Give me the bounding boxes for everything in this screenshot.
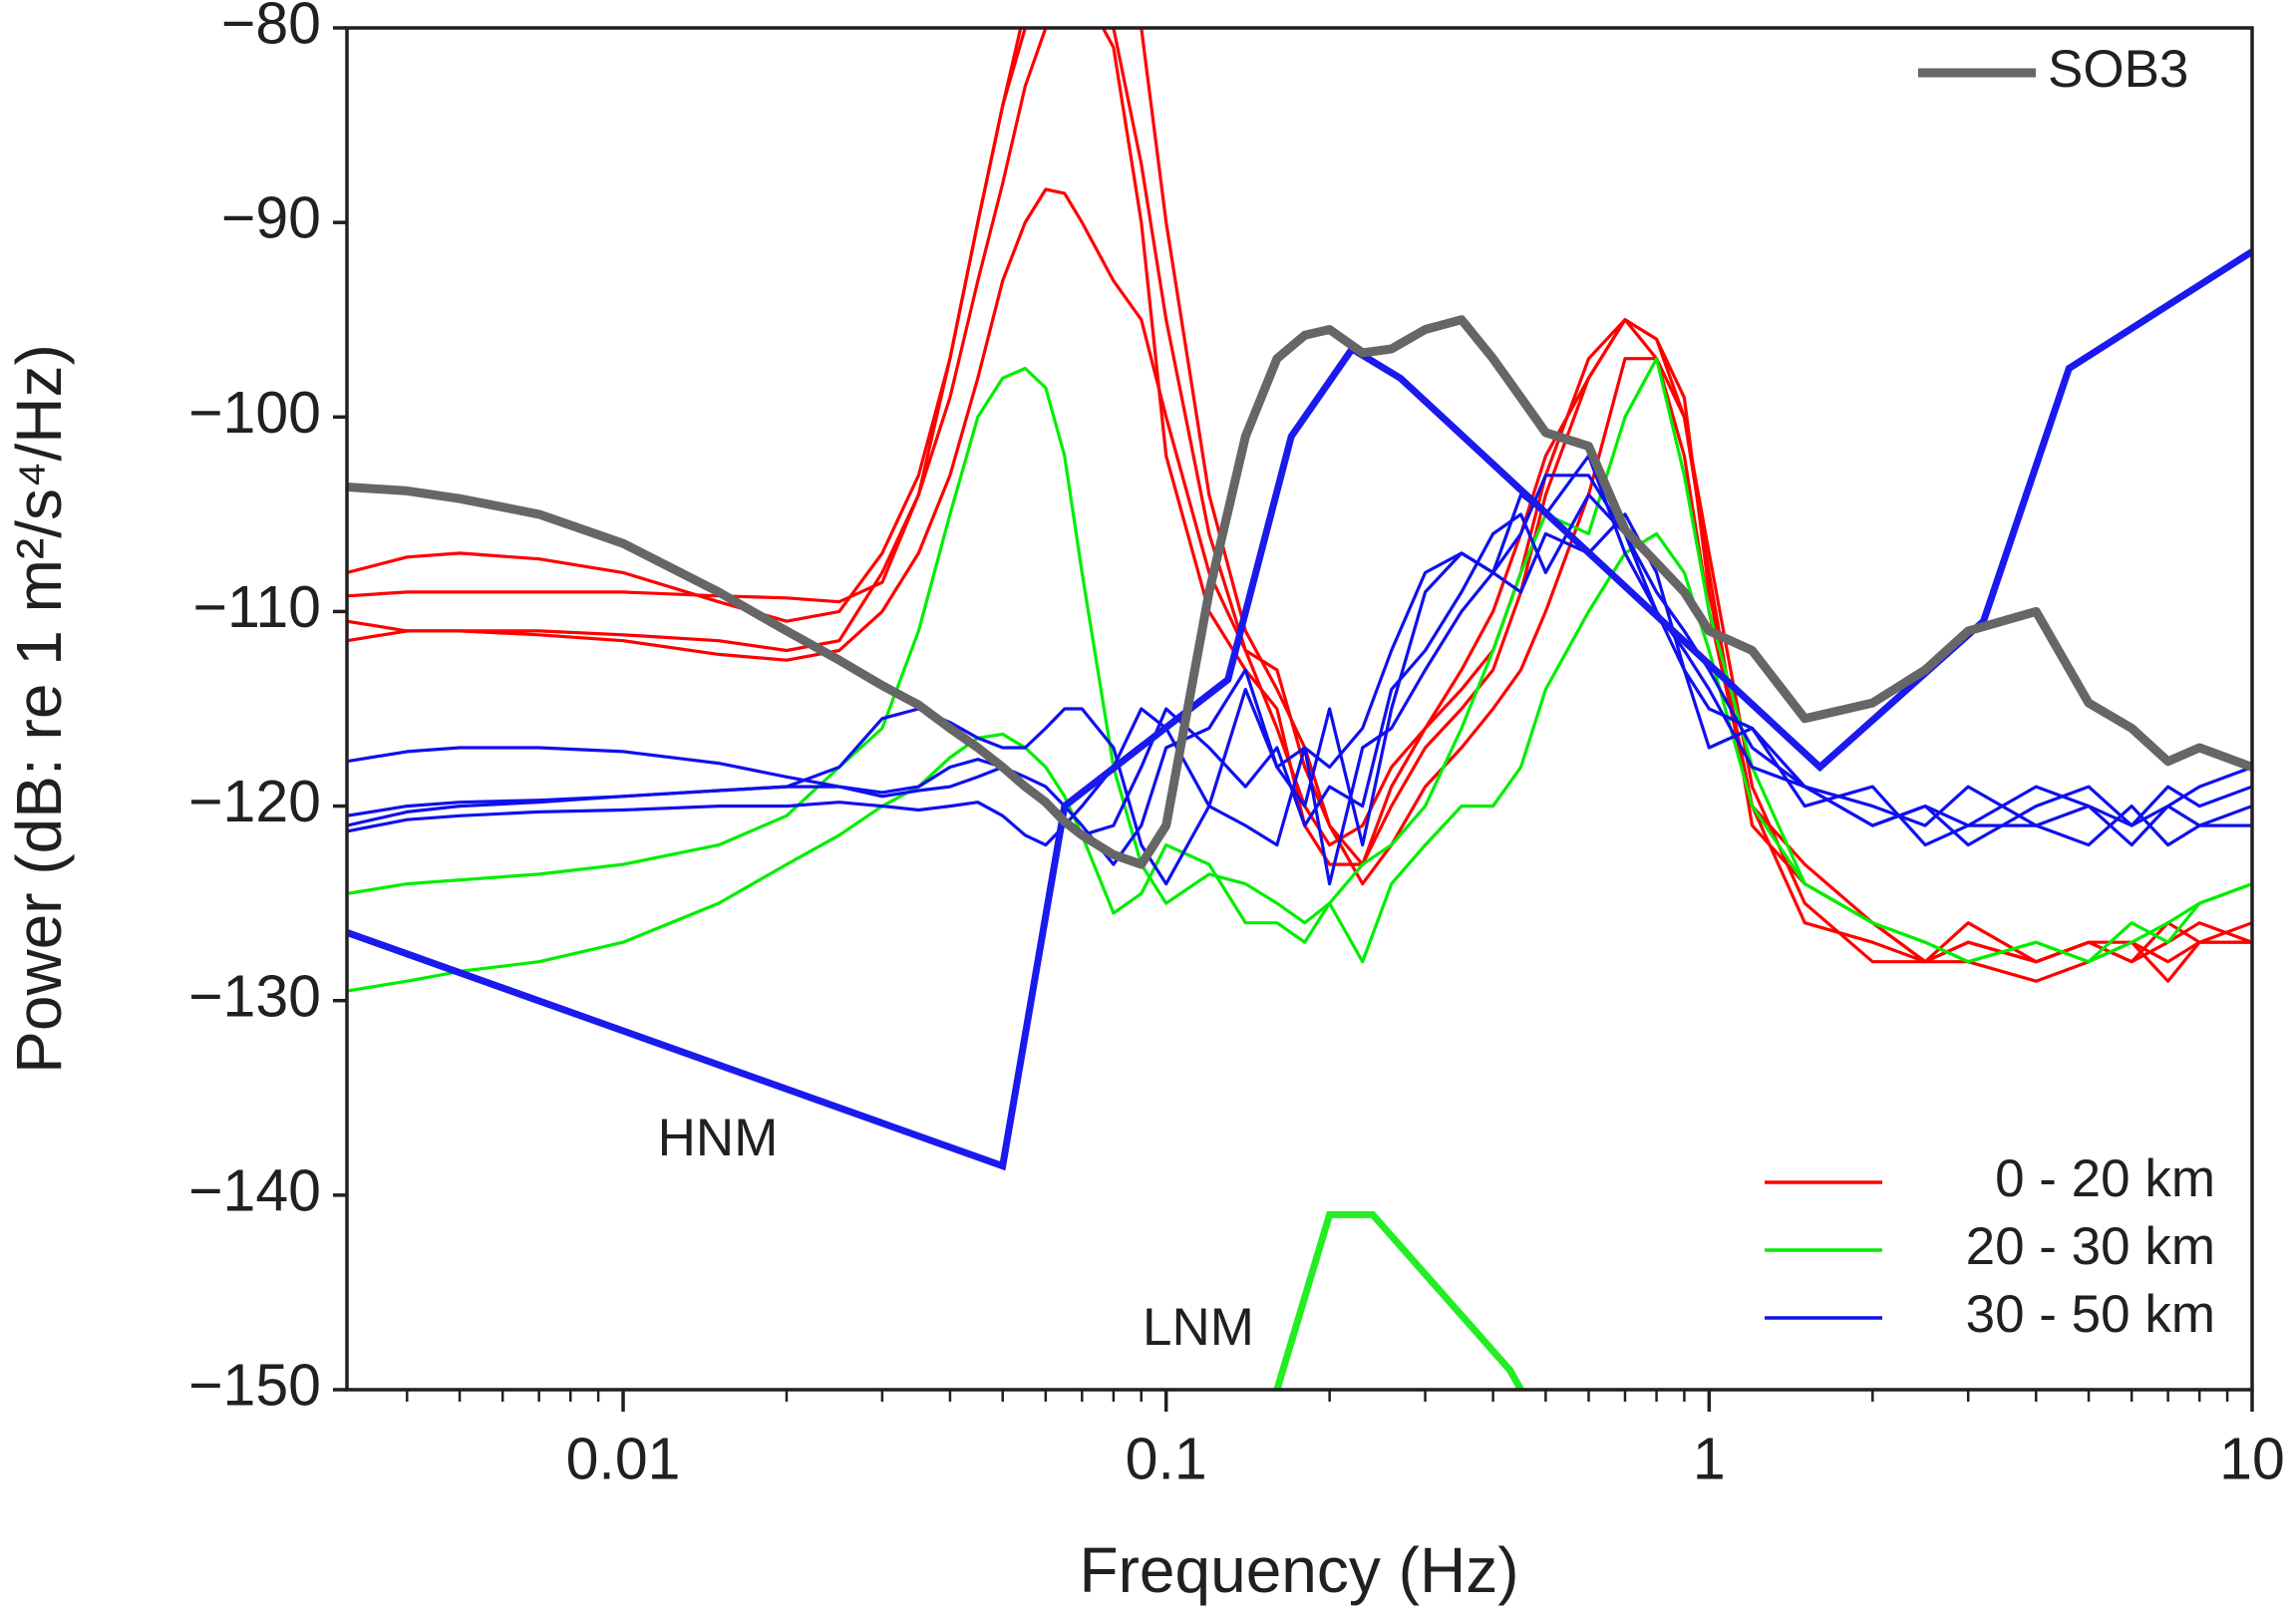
y-tick-label: −130 — [188, 963, 321, 1029]
reference-label: LNM — [1143, 1298, 1254, 1357]
reference-line — [1273, 1210, 1524, 1390]
data-line — [347, 454, 2252, 886]
legend-label: 30 - 50 km — [1966, 1285, 2215, 1344]
plot-frame — [345, 26, 2254, 1392]
legend-label: 0 - 20 km — [1995, 1149, 2215, 1208]
data-line — [347, 187, 2252, 983]
data-line — [347, 357, 2252, 964]
data-line — [347, 531, 2252, 993]
y-axis-title: Power (dB: re 1 m²/s⁴/Hz) — [3, 344, 75, 1074]
data-line — [347, 28, 2252, 964]
data-line — [347, 28, 2252, 964]
reference-line — [347, 248, 2252, 1171]
legend-label: 20 - 30 km — [1966, 1217, 2215, 1276]
y-tick-label: −100 — [188, 380, 321, 446]
data-line — [347, 512, 2252, 886]
x-tick-label: 10 — [2219, 1427, 2285, 1492]
x-tick-label: 1 — [1693, 1427, 1726, 1492]
legend-label: SOB3 — [2048, 40, 2188, 99]
x-tick-label: 0.1 — [1126, 1427, 1207, 1492]
y-tick-label: −110 — [192, 574, 321, 640]
x-axis-title: Frequency (Hz) — [1080, 1534, 1519, 1606]
x-tick-label: 0.01 — [566, 1427, 681, 1492]
series-line — [347, 315, 2252, 869]
data-line — [347, 28, 2252, 964]
plot-area — [347, 28, 2252, 1390]
y-tick-label: −120 — [188, 769, 321, 834]
reference-label: HNM — [658, 1109, 779, 1167]
y-tick-label: −150 — [188, 1353, 321, 1419]
y-tick-label: −140 — [188, 1157, 321, 1223]
y-tick-label: −90 — [221, 185, 321, 251]
data-line — [347, 492, 2252, 847]
y-tick-label: −80 — [221, 0, 321, 57]
